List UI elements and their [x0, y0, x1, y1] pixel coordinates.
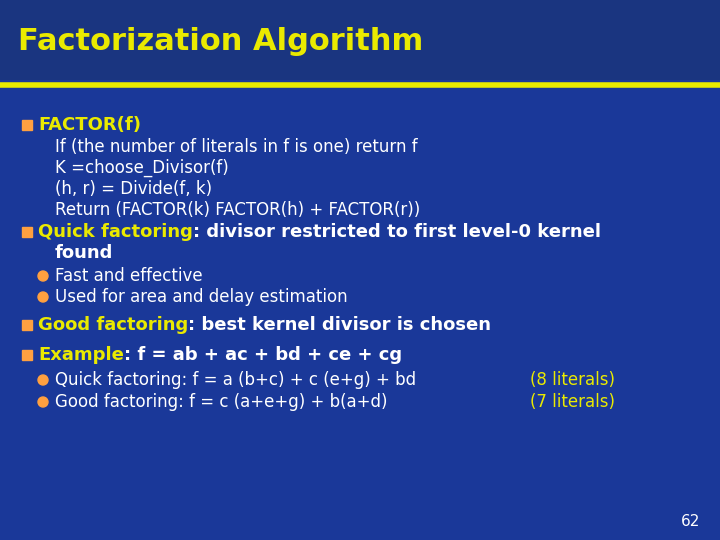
Text: : divisor restricted to first level-0 kernel: : divisor restricted to first level-0 ke…	[193, 223, 601, 241]
Text: Used for area and delay estimation: Used for area and delay estimation	[55, 288, 348, 306]
Circle shape	[38, 397, 48, 407]
Text: Quick factoring: f = a (b+c) + c (e+g) + bd: Quick factoring: f = a (b+c) + c (e+g) +…	[55, 371, 416, 389]
Text: Example: Example	[38, 346, 124, 364]
Text: : best kernel divisor is chosen: : best kernel divisor is chosen	[188, 316, 491, 334]
Text: Quick factoring: Quick factoring	[38, 223, 193, 241]
Text: Good factoring: f = c (a+e+g) + b(a+d): Good factoring: f = c (a+e+g) + b(a+d)	[55, 393, 387, 411]
Text: : f = ab + ac + bd + ce + cg: : f = ab + ac + bd + ce + cg	[124, 346, 402, 364]
Bar	[22, 350, 32, 360]
Text: (7 literals): (7 literals)	[530, 393, 615, 411]
Text: FACTOR(f): FACTOR(f)	[38, 116, 141, 134]
Bar	[22, 120, 32, 130]
Circle shape	[38, 292, 48, 302]
Text: Return (FACTOR(k) FACTOR(h) + FACTOR(r)): Return (FACTOR(k) FACTOR(h) + FACTOR(r))	[55, 201, 420, 219]
Text: Good factoring: Good factoring	[38, 316, 188, 334]
Circle shape	[38, 375, 48, 385]
Text: found: found	[55, 244, 113, 262]
FancyBboxPatch shape	[0, 0, 720, 80]
Text: Factorization Algorithm: Factorization Algorithm	[18, 28, 423, 57]
Text: K =choose_Divisor(f): K =choose_Divisor(f)	[55, 159, 229, 177]
Text: 62: 62	[680, 515, 700, 530]
Bar	[22, 320, 32, 330]
Text: Fast and effective: Fast and effective	[55, 267, 202, 285]
Circle shape	[38, 271, 48, 281]
Text: (8 literals): (8 literals)	[530, 371, 615, 389]
Bar	[22, 227, 32, 237]
Text: (h, r) = Divide(f, k): (h, r) = Divide(f, k)	[55, 180, 212, 198]
Text: If (the number of literals in f is one) return f: If (the number of literals in f is one) …	[55, 138, 418, 156]
